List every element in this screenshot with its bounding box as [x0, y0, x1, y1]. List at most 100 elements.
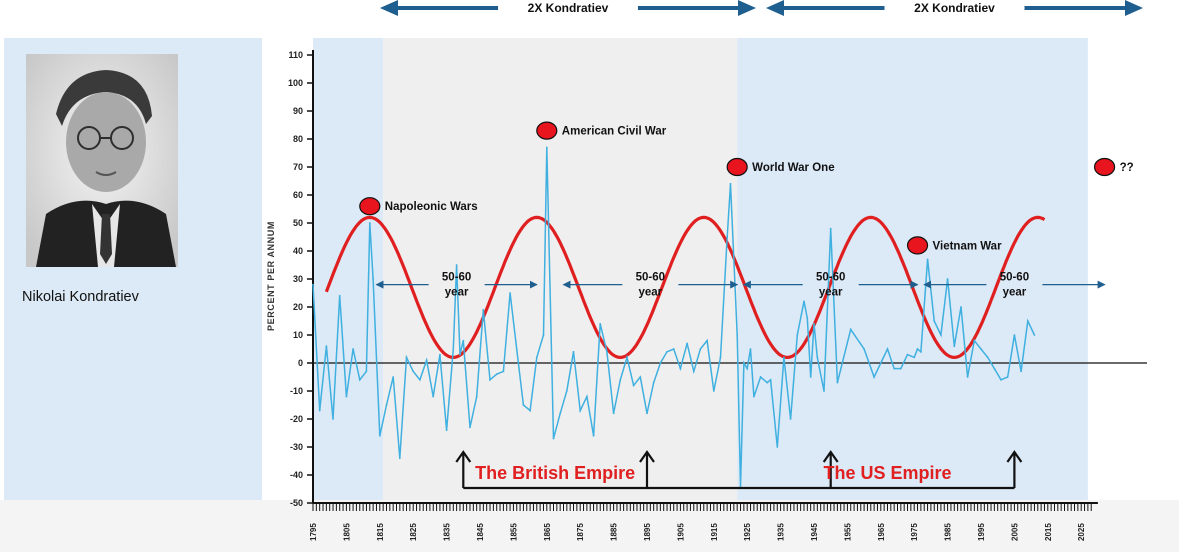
series-point — [365, 370, 368, 373]
series-point — [759, 376, 762, 378]
series-point — [986, 356, 989, 359]
series-point — [916, 348, 919, 350]
top-arrow-label: 2X Kondratiev — [528, 1, 609, 15]
series-point — [325, 345, 328, 348]
series-point — [926, 258, 929, 261]
empire-arrow-head — [639, 450, 655, 463]
series-point — [632, 384, 635, 387]
x-tick-label: 1855 — [509, 523, 518, 541]
x-tick-label: 1915 — [710, 523, 719, 541]
event-marker — [906, 236, 929, 255]
y-tick-label: 0 — [298, 358, 303, 368]
event-label: World War One — [752, 162, 834, 174]
series-point — [1006, 376, 1009, 378]
series-point — [579, 409, 582, 412]
cycle-label-line2: year — [1003, 287, 1027, 299]
series-point — [368, 222, 371, 224]
series-point — [960, 306, 962, 308]
series-point — [439, 353, 441, 356]
series-point — [459, 353, 461, 356]
series-point — [906, 353, 909, 356]
series-point — [816, 356, 819, 359]
series-point — [769, 378, 772, 381]
series-point — [646, 412, 648, 415]
series-point — [599, 322, 602, 325]
event-marker — [536, 121, 558, 140]
series-point — [1020, 370, 1022, 373]
series-point — [766, 381, 769, 384]
empire-arrow-head — [822, 450, 839, 463]
y-tick-label: 110 — [288, 50, 303, 60]
event-label: Napoleonic Wars — [385, 201, 478, 213]
y-tick-label: 50 — [293, 218, 303, 228]
x-tick-label: 1845 — [476, 523, 485, 541]
empire-layer: The British Empire The US Empire — [455, 450, 1023, 490]
series-point — [606, 350, 608, 353]
cycle-arrows-layer: 50-60 year 50-60 year 50-60 year 50-60 year — [375, 272, 1106, 299]
x-tick-label: 1805 — [342, 523, 351, 541]
series-point — [412, 370, 415, 373]
series-point — [946, 278, 949, 280]
series-point — [899, 367, 902, 370]
series-point — [803, 300, 805, 303]
series-point — [953, 345, 956, 348]
axes: 1101009080706050403020100-10-20-30-40-50… — [266, 50, 1147, 541]
series-point — [495, 373, 498, 376]
x-tick-label: 2025 — [1077, 523, 1086, 541]
top-arrow-left-head — [766, 0, 784, 16]
series-point — [789, 418, 792, 420]
y-tick-label: 60 — [293, 190, 303, 200]
series-point — [545, 146, 548, 149]
series-point — [559, 412, 562, 415]
series-point — [378, 434, 381, 437]
series-point — [746, 367, 749, 370]
band-2 — [737, 38, 1088, 500]
y-tick-label: 100 — [288, 78, 303, 88]
series-point — [1026, 320, 1029, 322]
empire-label: The British Empire — [475, 463, 635, 483]
series-point — [542, 334, 545, 336]
series-point — [692, 370, 695, 373]
x-tick-label: 1965 — [877, 523, 886, 541]
cycle-label-line1: 50-60 — [816, 272, 845, 284]
series-point — [736, 334, 739, 336]
series-point — [312, 283, 314, 286]
series-point — [318, 409, 321, 412]
x-tick-label: 1815 — [376, 523, 385, 541]
event-marker — [359, 197, 381, 216]
series-point — [358, 378, 361, 381]
y-tick-label: 20 — [293, 302, 303, 312]
top-arrow-right-head — [738, 0, 756, 16]
series-point — [719, 356, 722, 359]
top-arrow-right-head — [1125, 0, 1143, 16]
x-tick-label: 1975 — [910, 523, 919, 541]
band-0 — [313, 38, 384, 500]
empire-arrow-head — [1006, 450, 1023, 463]
series-point — [666, 350, 668, 353]
series-point — [445, 429, 448, 432]
series-point — [933, 320, 936, 322]
x-tick-label: 1995 — [977, 523, 986, 541]
series-point — [332, 418, 334, 420]
x-tick-label: 1835 — [443, 523, 452, 541]
series-point — [469, 426, 471, 429]
cycle-label-line2: year — [445, 287, 469, 299]
empire-arrow-head — [455, 450, 472, 463]
series-point — [739, 485, 742, 488]
bottom-strip — [0, 500, 1179, 552]
series-point — [729, 182, 732, 185]
series-point — [836, 381, 839, 384]
series-point — [1000, 378, 1002, 381]
sine-wave-layer — [324, 215, 1046, 360]
y-tick-label: -30 — [290, 442, 303, 452]
x-tick-label: 1925 — [743, 523, 752, 541]
y-tick-label: -10 — [290, 386, 303, 396]
series-point — [753, 395, 755, 398]
series-point — [455, 264, 458, 266]
cycle-label-line1: 50-60 — [442, 272, 471, 284]
sine-wave — [324, 215, 1046, 360]
x-tick-label: 1885 — [610, 523, 619, 541]
series-point — [699, 348, 702, 350]
series-point — [572, 350, 575, 353]
